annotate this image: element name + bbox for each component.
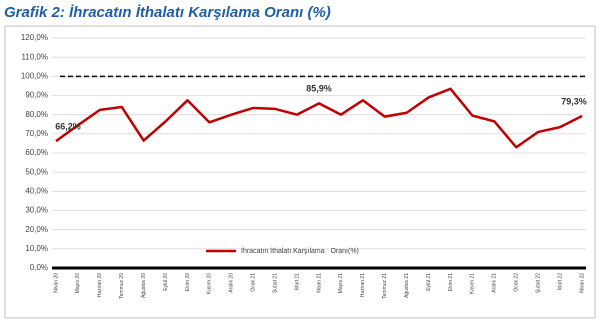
y-tick-label: 90,0% (25, 91, 48, 100)
data-label: 79,3% (561, 96, 587, 106)
x-tick-label: Aralık 20 (229, 273, 235, 293)
x-tick-label: Aralık 21 (492, 273, 498, 293)
y-tick-label: 40,0% (25, 186, 48, 195)
y-tick-label: 0,0% (30, 263, 48, 272)
x-tick-label: Mayıs 21 (338, 273, 344, 294)
x-tick-label: Şubat 22 (535, 273, 541, 293)
x-tick-label: Temmuz 20 (119, 273, 125, 299)
x-tick-label: Temmuz 21 (382, 273, 388, 299)
y-tick-label: 10,0% (25, 244, 48, 253)
x-tick-label: Ekim 20 (185, 273, 191, 291)
x-tick-label: Mayıs 20 (75, 273, 81, 294)
x-tick-label: Nisan 22 (579, 273, 585, 293)
x-tick-label: Kasım 20 (207, 273, 213, 294)
x-tick-label: Nisan 21 (316, 273, 322, 293)
x-tick-label: Ağustos 21 (404, 273, 410, 298)
x-tick-label: Eylül 20 (163, 273, 169, 291)
x-tick-label: Mart 21 (294, 273, 300, 290)
data-label: 85,9% (306, 84, 332, 94)
y-tick-label: 70,0% (25, 129, 48, 138)
y-tick-label: 110,0% (21, 52, 48, 61)
y-tick-label: 20,0% (25, 225, 48, 234)
chart-title: Grafik 2: İhracatın İthalatı Karşılama O… (4, 4, 331, 21)
x-tick-label: Mart 22 (557, 273, 563, 290)
x-tick-label: Haziran 20 (97, 273, 103, 297)
y-tick-label: 50,0% (25, 167, 48, 176)
x-tick-label: Şubat 21 (272, 273, 278, 293)
x-tick-label: Ocak 22 (514, 273, 520, 292)
y-tick-label: 100,0% (21, 71, 48, 80)
x-tick-label: Haziran 21 (360, 273, 366, 297)
data-line (55, 87, 583, 149)
legend-label: İhracatın İthalatı Karşılama Oranı(%) (241, 246, 359, 255)
y-tick-label: 60,0% (25, 148, 48, 157)
y-tick-label: 30,0% (25, 206, 48, 215)
x-tick-label: Kasım 21 (470, 273, 476, 294)
y-tick-label: 120,0% (21, 33, 48, 42)
x-tick-label: Nisan 20 (53, 273, 59, 293)
x-tick-label: Ağustos 20 (141, 273, 147, 298)
x-tick-label: Eylül 21 (426, 273, 432, 291)
y-tick-label: 80,0% (25, 110, 48, 119)
x-tick-label: Ocak 21 (251, 273, 257, 292)
x-tick-label: Ekim 21 (448, 273, 454, 291)
chart-frame (4, 25, 596, 319)
data-label: 66,2% (55, 121, 81, 131)
